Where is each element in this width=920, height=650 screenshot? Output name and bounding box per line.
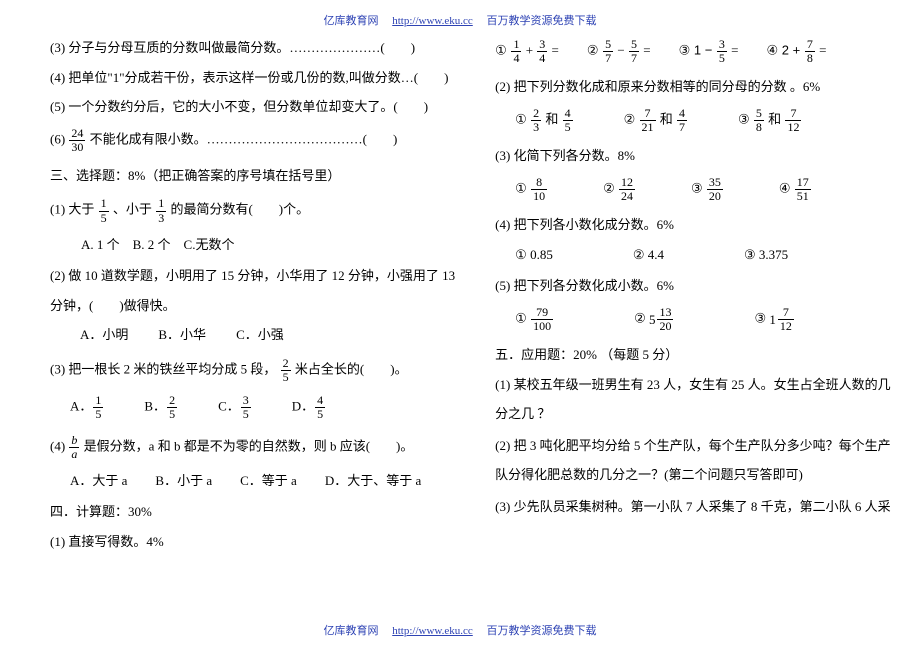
calc-row: ① 14 + 34 = ② 57 − 57 = ③ 1 − 35 = ④ 2 +… [495, 38, 890, 65]
page-footer: 亿库教育网 http://www.eku.cc 百万教学资源免费下载 [0, 622, 920, 638]
rq2: (2) 把下列分数化成和原来分数相等的同分母的分数 。6% [495, 77, 890, 97]
section-4: 四．计算题：30% [50, 502, 455, 522]
s3-opts: A．15 B．25 C．35 D．45 [50, 394, 455, 421]
site-name: 亿库教育网 [323, 15, 378, 27]
s1-opts: A. 1 个 B. 2 个 C.无数个 [50, 235, 455, 255]
s1: (1) 大于 15 、小于 13 的最简分数有( )个。 [50, 197, 455, 224]
s4-opts: A．大于 a B．小于 a C．等于 a D．大于、等于 a [50, 471, 455, 491]
section-5: 五．应用题：20% （每题 5 分） [495, 345, 890, 365]
a1b: 分之几 ？ [495, 404, 890, 424]
s2: (2) 做 10 道数学题，小明用了 15 分钟，小华用了 12 分钟，小强用了… [50, 266, 455, 286]
s2-opts: A．小明 B．小华 C．小强 [50, 325, 455, 345]
rq3: (3) 化简下列各分数。8% [495, 146, 890, 166]
s3: (3) 把一根长 2 米的铁丝平均分成 5 段， 25 米占全长的( )。 [50, 357, 455, 384]
section-3: 三、选择题：8%（把正确答案的序号填在括号里） [50, 166, 455, 186]
tagline: 百万教学资源免费下载 [487, 15, 597, 27]
s4: (4) ba 是假分数，a 和 b 都是不为零的自然数，则 b 应该( )。 [50, 434, 455, 461]
content-area: (3) 分子与分母互质的分数叫做最简分数。…………………( ) (4) 把单位"… [50, 38, 870, 612]
rq4-row: ① 0.85 ② 4.4 ③ 3.375 [495, 245, 890, 265]
rq4: (4) 把下列各小数化成分数。6% [495, 215, 890, 235]
right-column: ① 14 + 34 = ② 57 − 57 = ③ 1 − 35 = ④ 2 +… [495, 38, 890, 612]
c1: (1) 直接写得数。4% [50, 532, 455, 552]
rq5-row: ① 79100 ② 51320 ③ 1712 [495, 306, 890, 333]
a2a: (2) 把 3 吨化肥平均分给 5 个生产队，每个生产队分多少吨？每个生产 [495, 436, 890, 456]
a2b: 队分得化肥总数的几分之一？(第二个问题只写答即可) [495, 465, 890, 485]
a3: (3) 少先队员采集树种。第一小队 7 人采集了 8 千克，第二小队 6 人采 [495, 497, 890, 517]
frac-1-5: 15 [99, 197, 109, 224]
rq2-row: ① 23 和 45 ② 721 和 47 ③ 58 和 712 [495, 107, 890, 134]
frac-24-30: 2430 [69, 127, 85, 154]
q5: (5) 一个分数约分后，它的大小不变，但分数单位却变大了。( ) [50, 97, 455, 117]
site-url: http://www.eku.cc [392, 15, 473, 27]
q3: (3) 分子与分母互质的分数叫做最简分数。…………………( ) [50, 38, 455, 58]
rq5: (5) 把下列各分数化成小数。6% [495, 276, 890, 296]
frac-2-5a: 25 [281, 357, 291, 384]
left-column: (3) 分子与分母互质的分数叫做最简分数。…………………( ) (4) 把单位"… [50, 38, 455, 612]
rq3-row: ① 810 ② 1224 ③ 3520 ④ 1751 [495, 176, 890, 203]
q4: (4) 把单位"1"分成若干份，表示这样一份或几份的数,叫做分数…( ) [50, 68, 455, 88]
frac-b-a: ba [69, 434, 79, 461]
a1a: (1) 某校五年级一班男生有 23 人，女生有 25 人。女生占全班人数的几 [495, 375, 890, 395]
page-header: 亿库教育网 http://www.eku.cc 百万教学资源免费下载 [0, 12, 920, 28]
q6: (6) 2430 不能化成有限小数。………………………………( ) [50, 127, 455, 154]
frac-1-3: 13 [156, 197, 166, 224]
s2b: 分钟，( )做得快。 [50, 296, 455, 316]
